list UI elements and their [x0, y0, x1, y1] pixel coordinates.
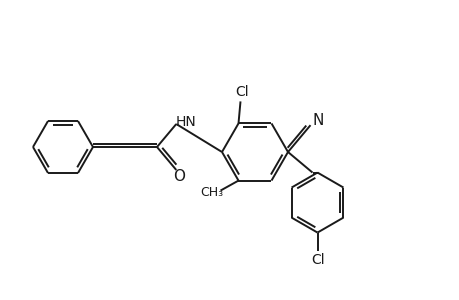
Text: N: N — [312, 113, 324, 128]
Text: O: O — [173, 169, 185, 184]
Text: HN: HN — [175, 115, 196, 129]
Text: CH₃: CH₃ — [200, 186, 223, 199]
Text: Cl: Cl — [235, 85, 249, 99]
Text: Cl: Cl — [311, 253, 325, 267]
